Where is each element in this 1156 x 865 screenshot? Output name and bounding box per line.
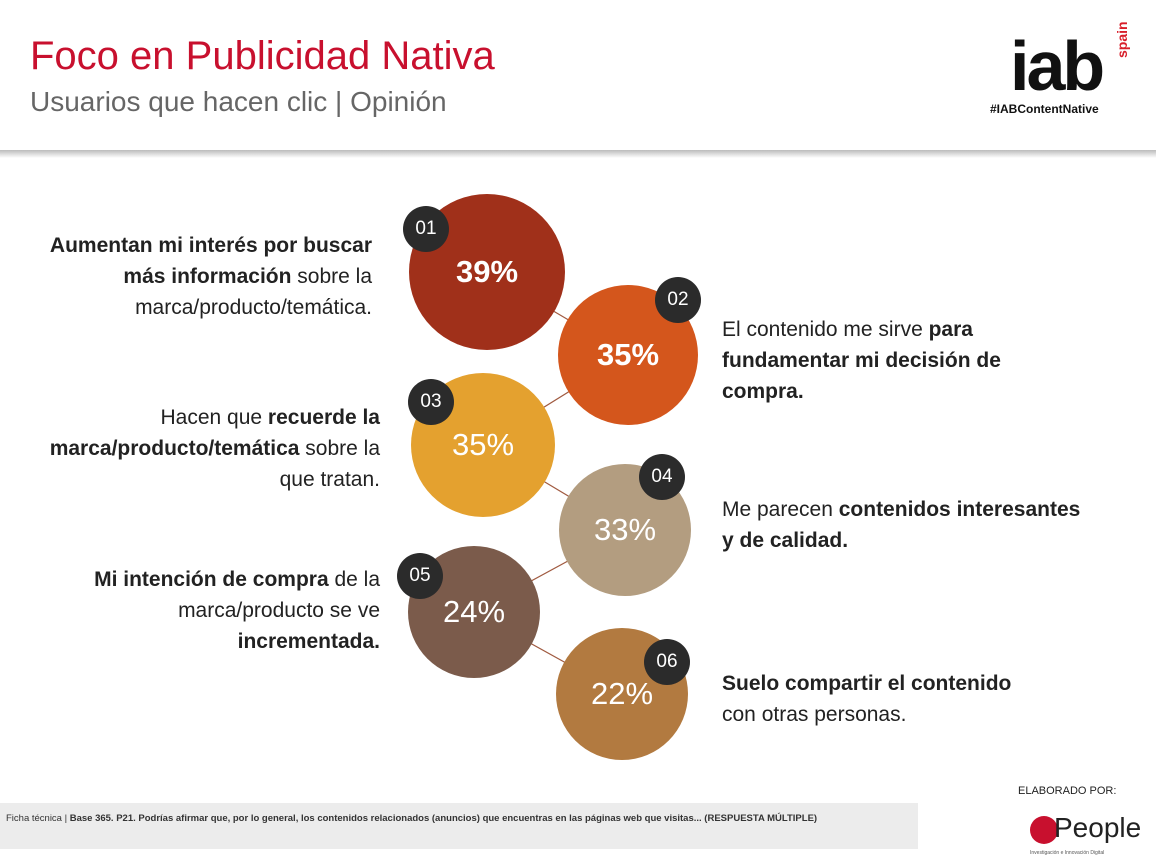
footnote-label: Ficha técnica |	[6, 813, 68, 824]
percent-value: 22%	[590, 676, 654, 711]
number-badge: 02	[655, 277, 701, 323]
percent-value: 24%	[442, 594, 506, 629]
elaborado-label: ELABORADO POR:	[1018, 785, 1117, 797]
description-segment: de la marca/producto se ve	[178, 568, 380, 622]
percent-circle: 35%	[411, 373, 555, 517]
percent-value: 35%	[451, 427, 515, 462]
people-text: People	[1054, 812, 1142, 843]
item-description: Me parecen contenidos interesantes y de …	[722, 494, 1082, 556]
description-segment: Me parecen	[722, 498, 839, 521]
description-segment: Suelo compartir el contenido	[722, 672, 1012, 695]
item-description: El contenido me sirve para fundamentar m…	[722, 314, 1082, 407]
percent-value: 35%	[596, 337, 660, 372]
percent-circle: 24%	[408, 546, 540, 678]
description-segment: Hacen que	[160, 406, 268, 429]
description-segment: contenidos interesantes y de calidad.	[722, 498, 1081, 552]
description-segment: sobre la marca/producto/temática.	[135, 265, 372, 319]
item-description: Hacen que recuerde la marca/producto/tem…	[40, 402, 380, 495]
number-badge: 01	[403, 206, 449, 252]
page-subtitle: Usuarios que hacen clic | Opinión	[30, 86, 447, 117]
people-logo: People	[1030, 812, 1141, 844]
description-segment: con otras personas.	[722, 703, 907, 726]
footnote-text: Base 365. P21. Podrías afirmar que, por …	[69, 813, 818, 824]
description-segment: Aumentan mi interés por buscar más infor…	[49, 234, 372, 288]
percent-value: 39%	[455, 254, 519, 289]
item-description: Mi intención de compra de la marca/produ…	[40, 564, 380, 657]
people-sub: Investigación e Innovación Digital	[1030, 850, 1105, 856]
page-title: Foco en Publicidad Nativa	[30, 34, 495, 78]
number-badge: 05	[397, 553, 443, 599]
percent-value: 33%	[593, 512, 657, 547]
hashtag: #IABContentNative	[990, 102, 1099, 116]
iab-logo: iab spain #IABContentNative	[990, 18, 1145, 123]
description-segment: para fundamentar mi decisión de compra.	[722, 318, 1001, 403]
number-badge: 03	[408, 379, 454, 425]
description-segment: Mi intención de compra	[94, 568, 329, 591]
item-description: Aumentan mi interés por buscar más infor…	[40, 230, 372, 323]
description-segment: sobre la que tratan.	[279, 437, 380, 491]
logo-text: iab	[1010, 27, 1105, 105]
description-segment: El contenido me sirve	[722, 318, 929, 341]
item-description: Suelo compartir el contenido con otras p…	[722, 668, 1022, 730]
description-segment: recuerde la marca/producto/temática	[49, 406, 380, 460]
number-badge: 06	[644, 639, 690, 685]
description-segment: incrementada.	[237, 630, 380, 653]
number-badge: 04	[639, 454, 685, 500]
header-divider	[0, 150, 1156, 158]
footnote: Ficha técnica | Base 365. P21. Podrías a…	[0, 803, 918, 849]
